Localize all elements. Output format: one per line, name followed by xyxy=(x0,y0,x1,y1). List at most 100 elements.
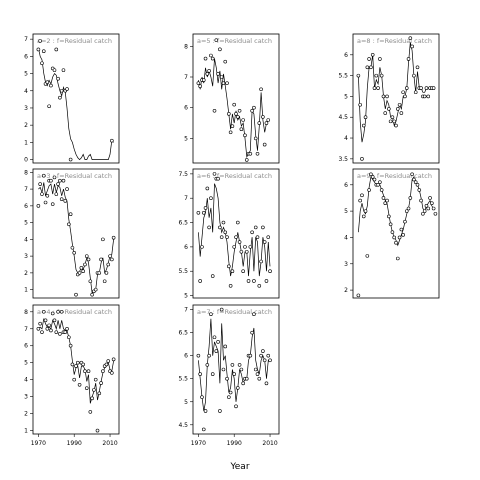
data-point xyxy=(266,118,271,122)
data-point xyxy=(207,353,211,358)
data-point xyxy=(218,225,222,230)
data-point xyxy=(228,390,233,395)
data-point xyxy=(111,357,116,362)
data-point xyxy=(65,87,69,91)
data-point xyxy=(365,254,370,258)
data-point xyxy=(111,235,116,240)
y-tick-label: 7.5 xyxy=(178,171,188,178)
data-point xyxy=(101,237,105,242)
data-point xyxy=(417,188,422,192)
data-point xyxy=(424,86,429,90)
panel-frame xyxy=(192,304,280,435)
data-point xyxy=(210,274,215,278)
data-point xyxy=(241,118,245,122)
y-tick-label: 5 xyxy=(184,293,188,300)
y-tick-label: 2 xyxy=(24,411,28,418)
data-point xyxy=(413,90,418,95)
data-point xyxy=(212,172,217,176)
panel-strip-title: a=7 : f=Residual catch xyxy=(197,308,272,316)
panel-frame xyxy=(32,33,120,164)
data-point xyxy=(38,182,42,186)
data-point xyxy=(250,108,254,113)
data-point xyxy=(36,47,41,52)
data-point xyxy=(360,193,364,198)
x-tick-label: 1990 xyxy=(227,440,242,447)
data-point xyxy=(41,173,46,178)
data-point xyxy=(241,381,245,386)
data-point xyxy=(52,175,57,180)
data-point xyxy=(253,225,258,230)
data-point xyxy=(401,90,405,95)
data-point xyxy=(255,372,260,376)
data-point xyxy=(235,220,240,225)
y-tick-label: 6 xyxy=(184,105,188,112)
data-point xyxy=(205,186,210,191)
data-point xyxy=(75,360,80,365)
data-point xyxy=(248,151,253,156)
data-point xyxy=(74,292,78,297)
data-point xyxy=(198,279,202,283)
x-axis-label: Year xyxy=(229,462,249,472)
data-point xyxy=(408,36,413,40)
data-point xyxy=(99,381,103,385)
data-point xyxy=(426,94,431,99)
data-point xyxy=(234,404,238,409)
series-line xyxy=(198,58,269,159)
series-line xyxy=(198,183,271,277)
data-point xyxy=(196,211,201,215)
data-point xyxy=(49,328,53,333)
data-point xyxy=(219,75,224,79)
data-point xyxy=(41,309,46,314)
data-point xyxy=(237,108,242,113)
data-point xyxy=(45,80,50,84)
data-point xyxy=(59,197,64,201)
data-point xyxy=(218,409,222,413)
y-tick-label: 1 xyxy=(24,139,28,146)
data-point xyxy=(428,196,432,200)
data-point xyxy=(58,178,62,183)
data-point xyxy=(214,349,219,353)
y-tick-label: 6 xyxy=(24,53,28,60)
y-tick-label: 4 xyxy=(344,234,348,241)
data-point xyxy=(261,349,265,353)
data-point xyxy=(104,271,109,275)
data-point xyxy=(252,312,256,317)
data-point xyxy=(58,95,62,100)
data-point xyxy=(227,112,231,116)
data-point xyxy=(261,115,265,119)
data-point xyxy=(378,180,382,184)
x-tick-label: 1970 xyxy=(191,440,206,447)
data-point xyxy=(383,201,388,206)
data-point xyxy=(255,235,260,239)
data-point xyxy=(216,72,220,76)
x-tick-label: 2010 xyxy=(102,440,117,447)
data-point xyxy=(106,359,111,363)
y-tick-label: 6 xyxy=(24,343,28,350)
data-point xyxy=(102,279,107,284)
data-point xyxy=(235,115,240,119)
data-point xyxy=(84,254,89,258)
data-point xyxy=(43,318,48,323)
data-point xyxy=(431,86,436,90)
data-point xyxy=(395,256,400,261)
y-tick-label: 5.5 xyxy=(178,376,188,383)
data-point xyxy=(104,362,109,367)
data-point xyxy=(243,133,247,138)
data-point xyxy=(97,271,102,275)
data-point xyxy=(257,376,262,381)
data-point xyxy=(212,108,217,113)
panel-strip-title: a=2 : f=Residual catch xyxy=(37,37,112,45)
data-point xyxy=(244,158,249,162)
data-point xyxy=(68,157,73,162)
data-point xyxy=(86,369,91,373)
data-point xyxy=(59,309,64,314)
data-point xyxy=(72,377,77,382)
data-point xyxy=(266,235,271,239)
series-line xyxy=(358,175,434,247)
data-point xyxy=(83,369,87,373)
data-point xyxy=(209,53,213,58)
panel-strip-title: a=9 : f=Residual catch xyxy=(357,172,432,180)
data-point xyxy=(86,257,91,262)
data-point xyxy=(381,94,386,99)
y-tick-label: 7 xyxy=(24,186,28,193)
